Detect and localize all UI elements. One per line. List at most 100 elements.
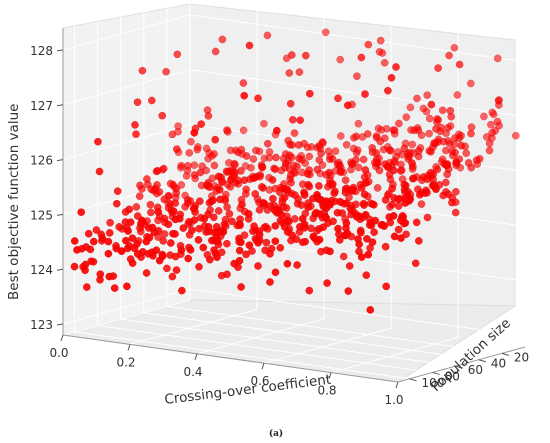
scatter-point [214, 207, 223, 215]
scatter-point [216, 195, 224, 204]
scatter-point [319, 223, 328, 231]
scatter-point [185, 149, 194, 157]
scatter-point [364, 250, 373, 259]
scatter-point [354, 119, 363, 128]
scatter-point [132, 203, 141, 211]
scatter-point [360, 201, 368, 209]
scatter-point [213, 237, 222, 246]
scatter-point [333, 208, 342, 217]
scatter-point [330, 189, 339, 198]
scatter-point [426, 168, 435, 177]
scatter-point [90, 237, 98, 246]
scatter-point [132, 130, 140, 138]
scatter-point [296, 116, 305, 124]
scatter-point [276, 243, 285, 252]
scatter-point [266, 249, 274, 258]
scatter-point [240, 176, 249, 184]
y-tick-label: 100 [422, 376, 445, 390]
scatter-point [148, 248, 156, 257]
scatter-point [113, 187, 122, 195]
y-tick-label: 40 [491, 357, 506, 371]
scatter-point [304, 203, 312, 212]
scatter-point [200, 214, 209, 223]
scatter-point [443, 161, 451, 169]
scatter-point [451, 208, 460, 217]
scatter-point [348, 160, 356, 168]
z-axis-label: Best objective function value [6, 104, 22, 300]
scatter-point [84, 229, 93, 238]
scatter-point [466, 79, 475, 88]
scatter-point [190, 128, 199, 137]
scatter-point [376, 36, 385, 45]
scatter-point [283, 185, 292, 194]
scatter-point [301, 51, 310, 60]
scatter-point [95, 167, 104, 176]
scatter-point [255, 230, 264, 239]
scatter-point [271, 268, 280, 277]
scatter-point [361, 178, 370, 187]
scatter-point [414, 147, 423, 155]
scatter-point [372, 149, 381, 157]
floor-grid-x [196, 318, 325, 355]
z-tick-label: 124 [30, 263, 53, 277]
scatter-point [427, 100, 436, 109]
scatter-point [143, 175, 151, 183]
scatter-point [328, 180, 337, 188]
scatter-point [112, 244, 121, 253]
z-tick-label: 127 [30, 99, 53, 113]
x-tick-mark [261, 363, 265, 370]
scatter-point [96, 270, 105, 279]
grid-lines [62, 0, 526, 383]
scatter-point [325, 168, 334, 177]
scatter-point [377, 126, 386, 134]
scatter-point [237, 283, 245, 291]
scatter-point [353, 146, 362, 154]
scatter-point [493, 54, 502, 63]
scatter-point [443, 170, 452, 179]
scatter-point [388, 200, 397, 209]
scatter-point [462, 149, 471, 157]
scatter-point [342, 199, 351, 207]
y-tick-label: 20 [514, 350, 529, 364]
scatter-point [390, 194, 399, 202]
scatter-point [381, 196, 390, 204]
scatter-point [357, 53, 366, 62]
scatter-point [142, 237, 151, 246]
scatter-point [98, 234, 107, 242]
scatter-point [315, 210, 324, 218]
scatter-point [244, 210, 253, 218]
scatter-point [433, 165, 442, 174]
scatter-point [255, 206, 264, 214]
scatter-point [228, 217, 236, 226]
scatter-point [446, 106, 455, 115]
scatter-point [293, 162, 301, 171]
scatter-point [285, 69, 294, 77]
scatter-point [177, 246, 186, 254]
scatter-point [387, 74, 396, 82]
scatter-point [314, 194, 323, 203]
scatter-point [122, 236, 130, 245]
scatter-point [395, 119, 403, 128]
scatter-point [315, 141, 324, 150]
scatter-point [450, 44, 459, 52]
scatter-point [336, 197, 344, 206]
scatter-point [290, 129, 299, 137]
scatter-point [184, 254, 192, 263]
scatter-point [343, 229, 352, 238]
floor-grid-x [129, 308, 258, 345]
scatter-point [173, 50, 182, 59]
scatter-point [413, 94, 421, 103]
scatter-point [333, 160, 342, 169]
scatter-point [133, 98, 142, 106]
scatter-point [179, 224, 188, 232]
scatter-point [305, 152, 314, 161]
floor-grid-y [143, 312, 479, 361]
scatter-point [467, 123, 476, 131]
scatter-point [423, 91, 432, 99]
z-tick-mark [56, 213, 64, 216]
scatter-point [247, 163, 255, 172]
scatter-point [364, 40, 373, 49]
scatter-point [429, 143, 437, 151]
scatter-point [334, 94, 342, 103]
scatter-point [210, 161, 219, 170]
